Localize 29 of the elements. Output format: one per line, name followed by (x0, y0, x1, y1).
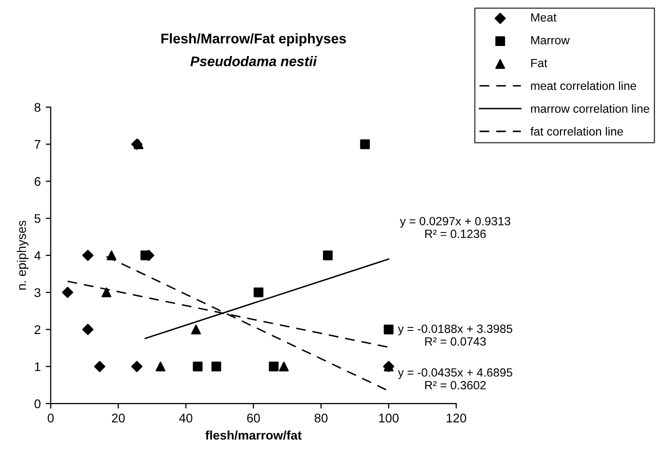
x-tick-label: 60 (247, 414, 260, 422)
y-tick-label: 7 (34, 140, 40, 149)
y-tick-label: 0 (34, 399, 40, 408)
y-tick-label: 1 (34, 362, 40, 372)
annotation: y = -0.0435x + 4.6895 R² = 0.3602 (398, 368, 512, 390)
x-tick-label: 80 (314, 414, 328, 422)
chart-subtitle: Pseudodama nestii (190, 56, 317, 66)
y-tick-label: 5 (34, 214, 40, 223)
x-tick-label: 20 (112, 414, 125, 422)
y-tick-label: 3 (34, 288, 40, 298)
y-axis-title: n. epiphyses (16, 220, 28, 290)
y-tick-label: 4 (34, 251, 41, 260)
y-tick-label: 6 (34, 177, 40, 186)
annotation: y = 0.0297x + 0.9313 R² = 0.1236 (400, 216, 510, 238)
x-tick-label: 100 (379, 414, 399, 422)
legend-label: marrow correlation line (531, 104, 650, 113)
x-axis-title: flesh/marrow/fat (205, 430, 302, 440)
y-tick-label: 2 (34, 325, 40, 334)
legend-label: Marrow (531, 36, 570, 44)
legend-label: Fat (531, 58, 548, 68)
legend-label: Meat (531, 13, 556, 22)
x-tick-label: 0 (48, 414, 54, 422)
x-tick-label: 120 (446, 414, 466, 422)
y-tick-label: 8 (34, 102, 40, 112)
annotation: y = -0.0188x + 3.3985 R² = 0.0743 (398, 324, 512, 346)
legend-label: meat correlation line (531, 81, 636, 90)
chart-title: Flesh/Marrow/Fat epiphyses (161, 33, 346, 46)
x-tick-label: 40 (179, 414, 192, 422)
legend-label: fat correlation line (530, 126, 623, 136)
